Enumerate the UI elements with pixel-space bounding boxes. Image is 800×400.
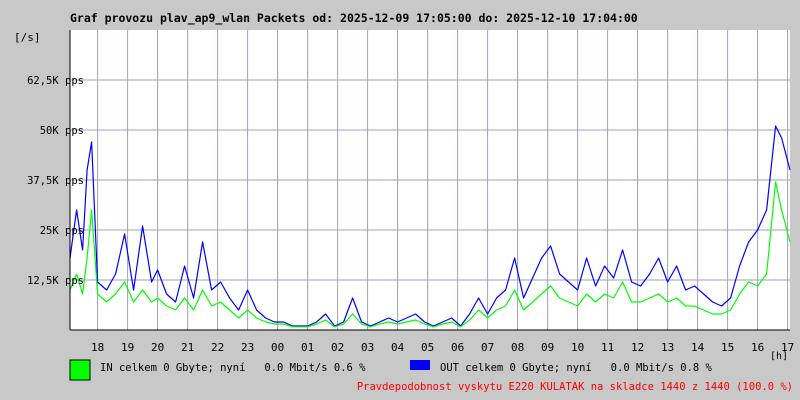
y-axis-unit-label: [/s]: [14, 31, 41, 44]
legend-in-label: IN celkem 0 Gbyte; nyní 0.0 Mbit/s 0.6 %: [100, 362, 366, 374]
legend-out-swatch: [410, 360, 430, 370]
x-tick-label-7: 01: [301, 341, 314, 354]
grid: [70, 30, 790, 330]
x-tick-label-10: 04: [391, 341, 405, 354]
x-tick-label-3: 21: [181, 341, 194, 354]
x-tick-label-15: 09: [541, 341, 554, 354]
x-tick-label-22: 16: [751, 341, 764, 354]
x-tick-label-6: 00: [271, 341, 284, 354]
x-tick-label-2: 20: [151, 341, 164, 354]
x-tick-label-9: 03: [361, 341, 374, 354]
series-group: [69, 125, 791, 328]
x-tick-label-12: 06: [451, 341, 464, 354]
x-tick-label-23: 17: [781, 341, 794, 354]
x-tick-label-0: 18: [91, 341, 104, 354]
x-tick-label-21: 15: [721, 341, 734, 354]
out-series-line: [69, 125, 791, 327]
in-series-line: [69, 181, 791, 328]
chart-title: Graf provozu plav_ap9_wlan Packets od: 2…: [70, 11, 638, 26]
x-tick-label-13: 07: [481, 341, 494, 354]
x-tick-label-11: 05: [421, 341, 434, 354]
y-tick-label-4: 62,5K pps: [27, 75, 84, 87]
x-axis-unit-label: [h]: [770, 351, 788, 362]
x-tick-label-5: 23: [241, 341, 254, 354]
x-tick-labels: 18 19 20 21 22 23 00 01 02 03 04 05 06 07 08 09 10 11 12 13…: [91, 341, 794, 354]
y-tick-label-2: 37,5K pps: [27, 175, 84, 187]
y-tick-label-0: 12,5K pps: [27, 275, 84, 287]
footer-note: Pravdepodobnost vyskytu E220 KULATAK na …: [357, 381, 793, 393]
x-tick-label-16: 10: [571, 341, 584, 354]
legend-in-swatch: [69, 359, 91, 381]
y-tick-label-3: 50K pps: [40, 125, 84, 137]
x-tick-label-17: 11: [601, 341, 614, 354]
y-tick-label-1: 25K pps: [40, 225, 84, 237]
x-tick-label-19: 13: [661, 341, 674, 354]
x-tick-label-1: 19: [121, 341, 134, 354]
x-tick-label-20: 14: [691, 341, 705, 354]
x-tick-label-4: 22: [211, 341, 224, 354]
x-tick-label-18: 12: [631, 341, 644, 354]
legend-out-label: OUT celkem 0 Gbyte; nyní 0.0 Mbit/s 0.8 …: [440, 362, 713, 374]
x-tick-label-8: 02: [331, 341, 344, 354]
x-tick-label-14: 08: [511, 341, 524, 354]
